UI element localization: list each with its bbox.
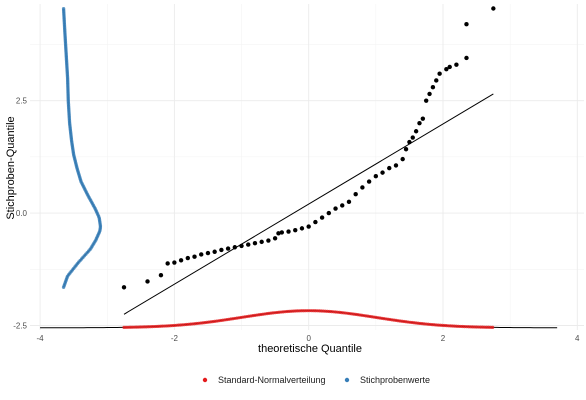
qq-point	[306, 224, 311, 229]
qq-point	[326, 210, 332, 216]
qq-point	[219, 247, 224, 253]
qq-point	[145, 279, 150, 284]
qq-reference-line	[123, 93, 494, 315]
qq-point	[430, 84, 436, 90]
qq-point	[319, 215, 325, 220]
qq-point	[454, 62, 459, 67]
qq-point	[299, 226, 305, 231]
density-curves	[40, 7, 558, 329]
qq-point	[346, 199, 352, 205]
qq-point	[444, 67, 449, 72]
y-tick-label: 0.0	[16, 209, 28, 218]
qq-point	[447, 64, 452, 70]
qq-point	[259, 239, 264, 245]
qq-point	[353, 192, 358, 197]
qq-point	[360, 185, 365, 190]
qq-point	[373, 174, 379, 179]
qq-point	[491, 6, 496, 11]
qq-point	[212, 249, 217, 254]
tick-labels: -4 -2 0 2 4 -2.5 0.0 2.5	[13, 97, 580, 343]
legend-label: Standard-Normalverteilung	[218, 375, 326, 385]
sample-density-curve	[63, 8, 101, 288]
qq-point	[427, 91, 432, 97]
qq-points	[121, 6, 496, 290]
qq-point	[252, 241, 258, 246]
qq-point	[387, 165, 392, 171]
qq-point	[293, 227, 298, 233]
qq-point	[232, 245, 238, 250]
qq-point	[313, 219, 318, 225]
qq-point	[121, 285, 127, 290]
y-tick-label: 2.5	[16, 97, 28, 106]
qq-point	[393, 163, 399, 168]
legend-key	[344, 377, 350, 383]
qq-point	[199, 252, 204, 257]
legend-key	[202, 377, 208, 383]
x-axis-title: theoretische Quantile	[258, 343, 362, 355]
reference-line-group	[123, 93, 494, 315]
qq-point	[400, 156, 405, 162]
legend-item: Standard-Normalverteilung	[202, 375, 326, 385]
qq-point	[423, 98, 429, 103]
qq-point	[380, 170, 385, 175]
x-tick-label: 0	[306, 334, 311, 343]
x-tick-label: 2	[441, 334, 446, 343]
qq-point	[272, 236, 278, 241]
x-tick-label: 4	[575, 334, 580, 343]
qq-point	[185, 255, 191, 261]
qq-point	[279, 230, 285, 235]
qq-point	[276, 231, 281, 236]
normal-density-point	[491, 325, 495, 329]
legend: Standard-Normalverteilung Stichprobenwert…	[202, 375, 430, 385]
qq-point	[464, 55, 469, 61]
qq-point	[403, 147, 409, 152]
legend-item: Stichprobenwerte	[344, 375, 430, 385]
qq-point	[286, 229, 291, 234]
qq-point	[417, 120, 422, 126]
legend-label: Stichprobenwerte	[360, 375, 430, 385]
qq-point	[410, 135, 415, 140]
grid-lines	[30, 4, 584, 330]
qq-point	[340, 203, 345, 208]
x-tick-label: -4	[37, 334, 45, 343]
qq-point	[464, 22, 469, 27]
y-tick-label: -2.5	[13, 322, 27, 331]
qq-point	[239, 243, 244, 249]
qq-point	[333, 206, 338, 211]
qq-point	[366, 179, 372, 184]
qq-point	[407, 139, 412, 145]
qq-point	[205, 250, 211, 256]
x-tick-label: -2	[171, 334, 179, 343]
qq-point	[413, 129, 419, 134]
qq-point	[178, 258, 184, 263]
qq-point	[165, 261, 170, 266]
qq-point	[437, 71, 442, 76]
y-axis-title: Stichproben-Quantile	[5, 116, 17, 219]
qq-point	[192, 254, 197, 259]
qq-point	[172, 260, 177, 265]
sample-density-point	[61, 7, 66, 11]
qq-point	[158, 272, 164, 278]
qq-point	[266, 238, 271, 243]
qq-point	[246, 242, 251, 247]
qq-point	[420, 116, 426, 121]
qq-point	[225, 246, 231, 251]
qq-point	[434, 78, 439, 83]
